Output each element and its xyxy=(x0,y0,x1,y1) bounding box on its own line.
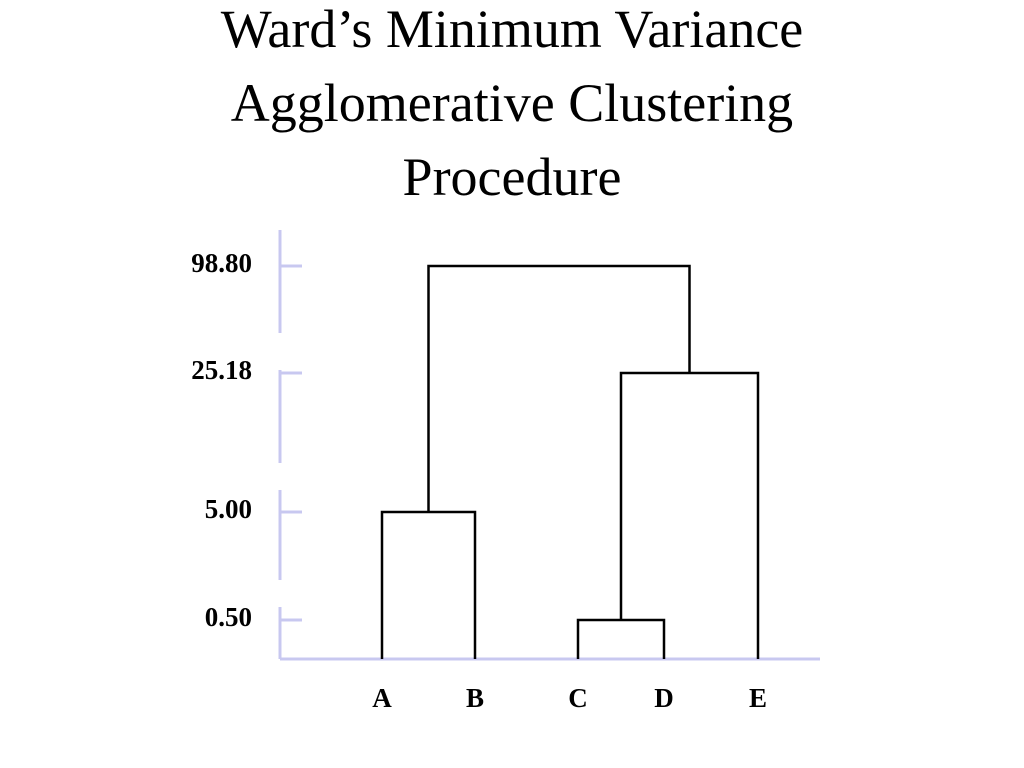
leaf-label: E xyxy=(749,683,767,713)
merge-link xyxy=(576,618,666,659)
leaf-label: C xyxy=(568,683,588,713)
merge-link xyxy=(427,264,691,512)
merge-link xyxy=(380,510,477,659)
y-tick-label: 25.18 xyxy=(191,355,252,385)
leaf-label: D xyxy=(654,683,674,713)
merge-link xyxy=(619,371,760,659)
chart-title: Ward’s Minimum Variance Agglomerative Cl… xyxy=(220,0,804,207)
y-tick-label: 5.00 xyxy=(205,494,252,524)
leaf-label: A xyxy=(372,683,392,713)
y-tick-label: 0.50 xyxy=(205,602,252,632)
y-tick-label: 98.80 xyxy=(191,248,252,278)
leaf-label: B xyxy=(466,683,484,713)
